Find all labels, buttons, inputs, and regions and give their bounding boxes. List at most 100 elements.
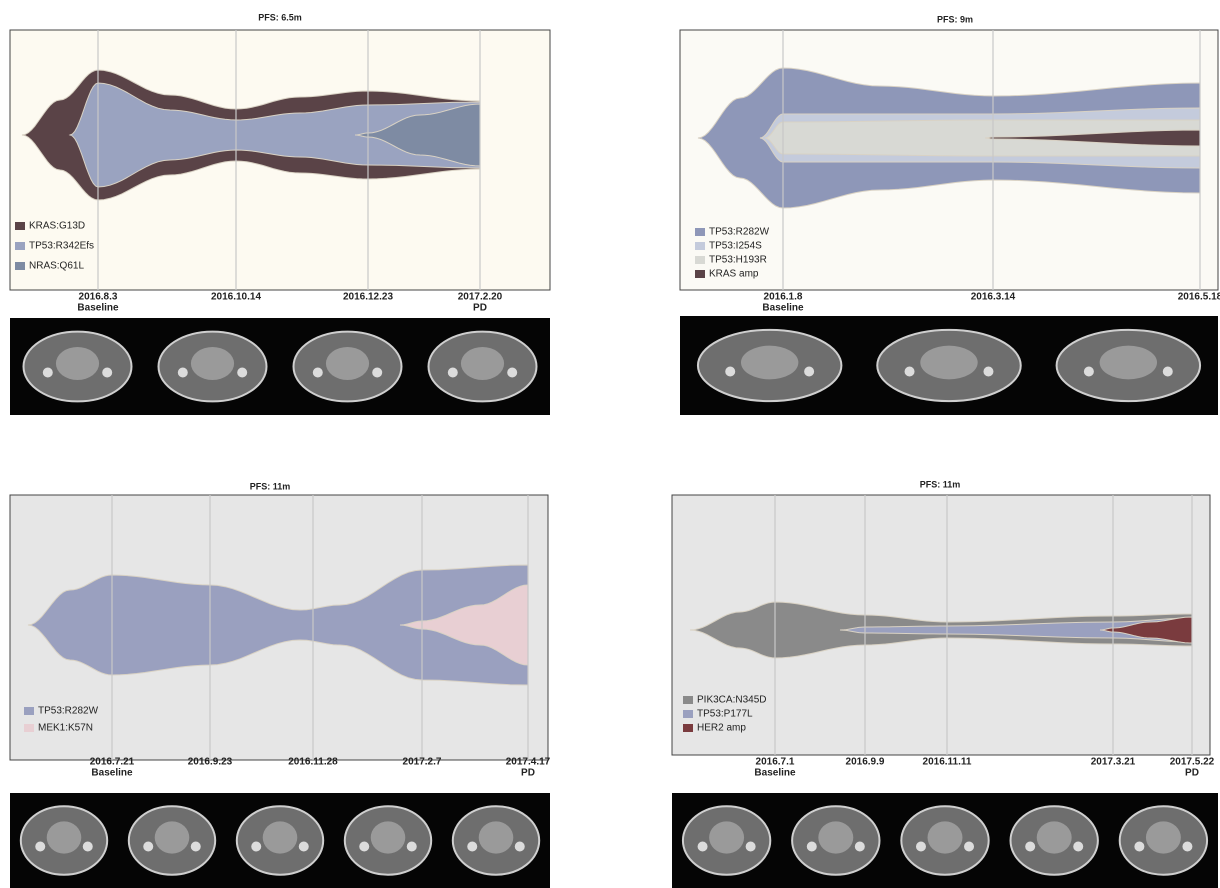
legend-label: KRAS amp — [709, 269, 759, 280]
scan-organ — [461, 347, 504, 380]
scan-detail — [1182, 842, 1192, 852]
figure: PFS: 6.5m2016.8.3Baseline2016.10.142016.… — [0, 0, 1220, 888]
timepoint-date: 2017.2.7 — [403, 757, 442, 768]
legend-swatch — [15, 242, 25, 250]
scan-detail — [855, 842, 865, 852]
scan-detail — [804, 367, 814, 377]
scan-detail — [299, 842, 309, 852]
legend-swatch — [695, 270, 705, 278]
panel-title: PFS: 6.5m — [258, 12, 302, 22]
legend-label: KRAS:G13D — [29, 221, 85, 232]
legend-swatch — [24, 707, 34, 715]
timepoint-date: 2016.3.14 — [971, 292, 1016, 303]
scan-organ — [47, 821, 82, 853]
scan-detail — [916, 842, 926, 852]
timepoint-note: PD — [521, 768, 535, 779]
timepoint-date: 2016.10.14 — [211, 292, 261, 303]
scan-organ — [1100, 346, 1157, 380]
timepoint-note: PD — [1185, 768, 1199, 779]
legend-swatch — [15, 262, 25, 270]
legend-label: NRAS:Q61L — [29, 261, 84, 272]
scan-organ — [371, 821, 406, 853]
scan-detail — [102, 368, 112, 378]
timepoint-date: 2016.5.18 — [1178, 292, 1220, 303]
legend-label: TP53:P177L — [697, 709, 753, 720]
scan-detail — [191, 842, 201, 852]
scan-organ — [920, 346, 977, 380]
timepoint-note: Baseline — [762, 303, 804, 314]
scan-organ — [818, 821, 853, 853]
timepoint-date: 2016.9.9 — [846, 757, 885, 768]
scan-detail — [1134, 842, 1144, 852]
legend-label: TP53:I254S — [709, 241, 762, 252]
scan-organ — [191, 347, 234, 380]
timepoint-date: 2017.2.20 — [458, 292, 503, 303]
legend-label: TP53:R282W — [709, 227, 770, 238]
scan-organ — [741, 346, 798, 380]
timepoint-date: 2017.4.17 — [506, 757, 551, 768]
scan-organ — [326, 347, 369, 380]
legend-swatch — [15, 222, 25, 230]
timepoint-note: PD — [473, 303, 487, 314]
scan-detail — [507, 368, 517, 378]
scan-detail — [43, 368, 53, 378]
scan-detail — [905, 367, 915, 377]
scan-organ — [928, 821, 963, 853]
scan-detail — [1084, 367, 1094, 377]
timepoint-date: 2016.11.11 — [923, 757, 972, 768]
timepoint-date: 2016.9.23 — [188, 757, 233, 768]
timepoint-date: 2016.7.1 — [756, 757, 795, 768]
scan-detail — [83, 842, 93, 852]
scan-detail — [251, 842, 261, 852]
timepoint-date: 2016.1.8 — [764, 292, 803, 303]
legend-label: TP53:H193R — [709, 255, 767, 266]
scan-detail — [35, 842, 45, 852]
legend-swatch — [695, 242, 705, 250]
scan-detail — [983, 367, 993, 377]
scan-detail — [746, 842, 756, 852]
timepoint-note: Baseline — [91, 768, 133, 779]
legend-label: TP53:R342Efs — [29, 241, 94, 252]
scan-detail — [143, 842, 153, 852]
scan-organ — [1037, 821, 1072, 853]
panel-title: PFS: 11m — [920, 479, 961, 489]
scan-detail — [964, 842, 974, 852]
legend-swatch — [24, 724, 34, 732]
scan-detail — [1163, 367, 1173, 377]
legend-label: TP53:R282W — [38, 706, 99, 717]
timepoint-date: 2017.3.21 — [1091, 757, 1136, 768]
legend-swatch — [683, 724, 693, 732]
scan-detail — [448, 368, 458, 378]
legend-label: MEK1:K57N — [38, 723, 93, 734]
scan-organ — [709, 821, 744, 853]
legend-swatch — [695, 256, 705, 264]
legend-swatch — [683, 696, 693, 704]
scan-organ — [263, 821, 298, 853]
scan-detail — [698, 842, 708, 852]
timepoint-date: 2016.11.28 — [288, 757, 338, 768]
scan-detail — [359, 842, 369, 852]
timepoint-date: 2017.5.22 — [1170, 757, 1215, 768]
scan-organ — [479, 821, 514, 853]
scan-organ — [1146, 821, 1181, 853]
scan-detail — [467, 842, 477, 852]
scan-detail — [407, 842, 417, 852]
timepoint-date: 2016.7.21 — [90, 757, 135, 768]
legend-label: HER2 amp — [697, 723, 746, 734]
scan-detail — [372, 368, 382, 378]
scan-detail — [1073, 842, 1083, 852]
scan-detail — [313, 368, 323, 378]
panel-title: PFS: 11m — [250, 481, 291, 491]
legend-swatch — [695, 228, 705, 236]
scan-detail — [237, 368, 247, 378]
timepoint-note: Baseline — [77, 303, 119, 314]
timepoint-date: 2016.12.23 — [343, 292, 393, 303]
legend-label: PIK3CA:N345D — [697, 695, 766, 706]
legend-swatch — [683, 710, 693, 718]
scan-detail — [1025, 842, 1035, 852]
scan-organ — [56, 347, 99, 380]
scan-detail — [178, 368, 188, 378]
scan-detail — [807, 842, 817, 852]
panel-title: PFS: 9m — [937, 14, 973, 24]
scan-detail — [515, 842, 525, 852]
